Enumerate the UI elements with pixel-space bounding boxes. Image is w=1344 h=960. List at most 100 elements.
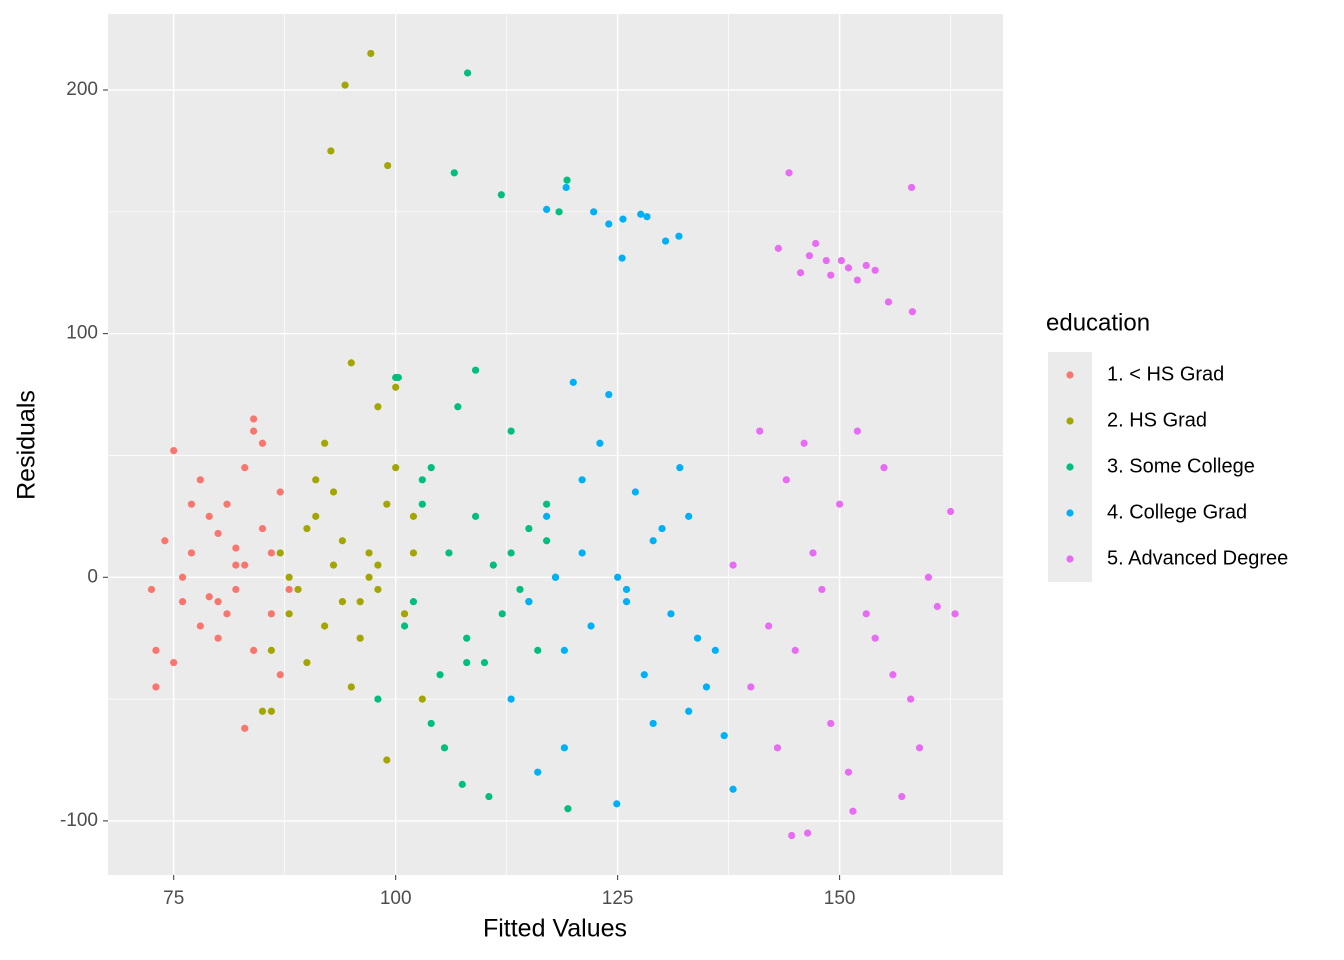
point xyxy=(827,719,835,728)
point xyxy=(178,598,187,606)
point xyxy=(498,610,506,618)
point xyxy=(812,239,820,248)
point xyxy=(560,744,568,752)
point xyxy=(788,831,796,840)
point xyxy=(489,561,497,569)
point xyxy=(392,383,400,391)
point xyxy=(365,573,373,581)
point xyxy=(178,573,187,581)
x-tick-label: 150 xyxy=(824,888,856,909)
legend-marker xyxy=(1066,555,1074,563)
point xyxy=(862,261,870,270)
y-tick-label: 100 xyxy=(66,323,98,344)
point xyxy=(418,476,426,484)
point xyxy=(747,683,755,691)
point xyxy=(312,512,320,520)
point xyxy=(853,276,861,284)
point xyxy=(915,744,924,752)
point xyxy=(804,829,812,837)
point xyxy=(341,81,349,89)
point xyxy=(267,707,275,715)
point xyxy=(827,271,835,279)
point xyxy=(285,610,293,618)
point xyxy=(147,585,156,594)
panel xyxy=(108,14,1003,875)
point xyxy=(356,634,364,642)
point xyxy=(661,237,670,245)
legend-marker xyxy=(1066,371,1074,379)
point xyxy=(365,549,373,557)
point xyxy=(400,622,409,630)
point xyxy=(507,427,515,435)
point xyxy=(392,464,400,472)
point xyxy=(321,622,329,630)
point xyxy=(764,622,773,630)
point xyxy=(374,403,382,411)
point xyxy=(384,161,392,170)
point xyxy=(578,549,586,557)
legend-label: 3. Some College xyxy=(1107,455,1255,477)
x-axis-title: Fitted Values xyxy=(483,915,627,943)
point xyxy=(223,610,231,618)
point xyxy=(294,585,302,594)
point xyxy=(933,602,941,611)
points xyxy=(147,49,959,840)
point xyxy=(445,549,453,557)
point xyxy=(196,476,204,484)
point xyxy=(756,427,764,435)
point xyxy=(463,69,472,77)
point xyxy=(241,561,249,569)
point xyxy=(818,585,826,594)
point xyxy=(675,232,683,240)
point xyxy=(418,695,426,703)
point xyxy=(436,671,444,679)
point xyxy=(551,573,560,581)
point xyxy=(187,549,196,557)
point xyxy=(871,266,879,274)
point xyxy=(267,646,275,654)
point xyxy=(805,252,814,260)
y-axis-title: Residuals xyxy=(13,390,41,500)
point xyxy=(276,671,284,679)
point xyxy=(327,147,335,155)
point xyxy=(685,512,693,520)
point xyxy=(485,792,493,801)
point xyxy=(822,256,830,265)
point xyxy=(285,585,293,594)
point xyxy=(649,537,657,545)
point xyxy=(152,646,160,654)
point xyxy=(276,488,284,496)
point xyxy=(729,561,737,569)
point xyxy=(643,213,651,221)
point xyxy=(383,500,391,508)
point xyxy=(782,476,790,484)
point xyxy=(884,298,893,306)
point xyxy=(619,215,627,223)
point xyxy=(170,446,178,455)
point xyxy=(667,610,675,618)
point xyxy=(250,415,258,423)
point xyxy=(450,169,458,177)
point xyxy=(534,646,542,654)
point xyxy=(614,573,622,581)
point xyxy=(837,256,846,265)
point xyxy=(480,658,489,667)
point xyxy=(152,683,160,691)
point xyxy=(889,671,897,679)
point xyxy=(947,507,955,516)
point xyxy=(303,524,311,533)
point xyxy=(347,359,355,367)
point xyxy=(356,598,364,606)
point xyxy=(563,176,571,184)
point xyxy=(196,622,204,630)
x-tick-label: 100 xyxy=(380,888,412,909)
point xyxy=(250,427,258,435)
point xyxy=(463,634,471,642)
point xyxy=(862,610,870,618)
point xyxy=(871,634,879,642)
point xyxy=(729,785,737,793)
point xyxy=(785,169,793,177)
point xyxy=(844,768,853,776)
point xyxy=(367,49,375,58)
